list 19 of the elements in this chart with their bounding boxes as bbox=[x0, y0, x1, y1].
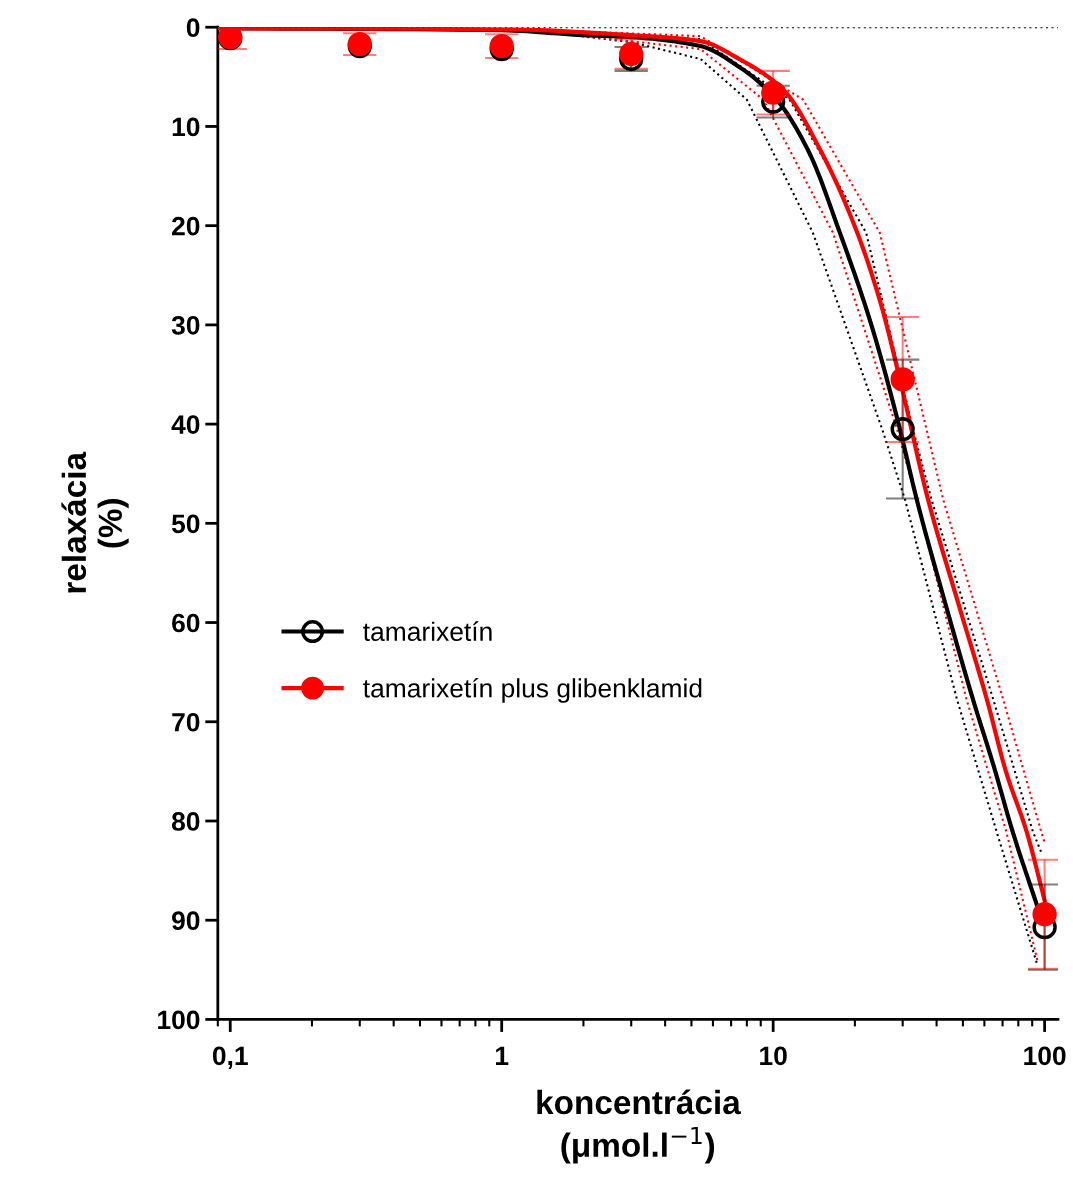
y-tick-label: 20 bbox=[172, 216, 200, 236]
y-tick-label: 10 bbox=[172, 117, 200, 137]
y-tick-label: 40 bbox=[171, 415, 200, 434]
x-tick-label: 100 bbox=[1024, 1046, 1066, 1066]
y-tick-label: 50 bbox=[171, 514, 200, 534]
y-tick-label: 60 bbox=[172, 613, 200, 633]
y-tick-label: 90 bbox=[172, 911, 200, 931]
y-axis-title: relaxácia (%) bbox=[61, 451, 129, 593]
y-tick-label: 70 bbox=[172, 712, 200, 732]
legend-label: tamarixetín bbox=[363, 621, 492, 642]
y-tick-label: 80 bbox=[171, 812, 200, 831]
x-tick-label: 10 bbox=[760, 1046, 787, 1066]
y-tick-label: 30 bbox=[171, 316, 200, 335]
legend-label: tamarixetín plus glibenklamid bbox=[363, 677, 702, 703]
x-axis-title: koncentrácia (μmol.l$^{−1}$) bbox=[537, 1089, 741, 1164]
y-tick-label: 0 bbox=[186, 18, 200, 38]
y-tick-label: 100 bbox=[158, 1010, 200, 1030]
x-tick-label: 0,1 bbox=[212, 1046, 248, 1070]
x-tick-label: 1 bbox=[496, 1046, 509, 1065]
